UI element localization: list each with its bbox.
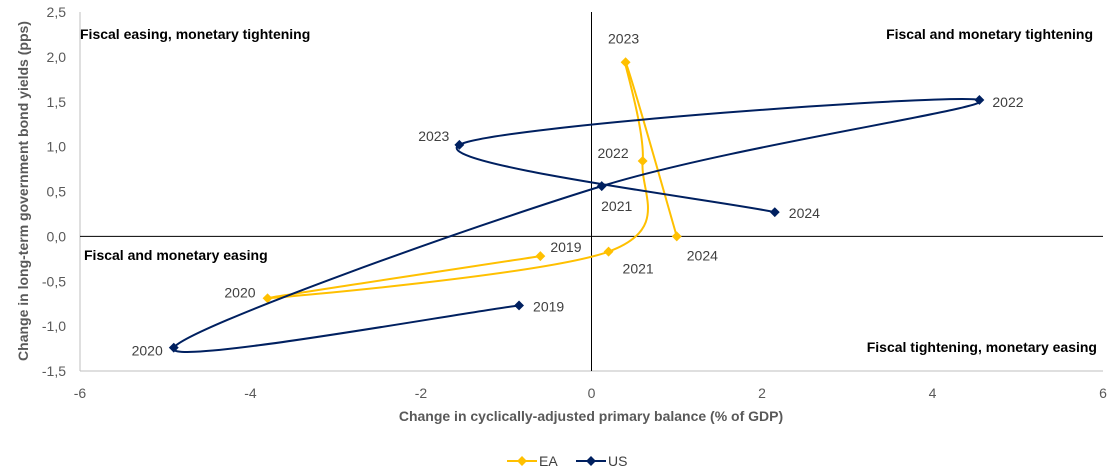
y-tick-label: 2,5 [47, 4, 67, 20]
point-marker-ea-2021 [603, 246, 614, 257]
point-label-ea-2024: 2024 [687, 247, 718, 263]
series-line-us [172, 98, 982, 353]
x-tick-labels: -6 -4 -2 0 2 4 6 [74, 385, 1107, 401]
legend-swatch-marker-ea [517, 456, 527, 466]
legend-label-ea: EA [539, 453, 558, 469]
point-marker-ea-2022 [637, 156, 648, 166]
x-tick-label: 6 [1099, 385, 1107, 401]
y-tick-label: -0,5 [42, 273, 66, 289]
point-label-us-2023: 2023 [418, 128, 449, 144]
series-layer: 2019 2020 2021 2022 2023 2024 2019 2020 2021 2022… [132, 30, 1024, 358]
quadrant-label-bottom-left: Fiscal and monetary easing [84, 247, 268, 263]
point-label-ea-2022: 2022 [597, 145, 628, 161]
point-label-ea-2020: 2020 [224, 284, 255, 300]
x-tick-label: -4 [244, 385, 257, 401]
legend-label-us: US [608, 453, 627, 469]
y-tick-label: -1,5 [42, 363, 66, 379]
point-label-us-2022: 2022 [992, 94, 1023, 110]
point-marker-ea-2019 [535, 251, 546, 262]
x-tick-label: -6 [74, 385, 87, 401]
point-label-us-2019: 2019 [533, 298, 564, 314]
point-label-ea-2021: 2021 [623, 261, 654, 277]
axes [79, 12, 1103, 372]
series-line-ea [266, 59, 678, 300]
point-label-ea-2019: 2019 [550, 239, 581, 255]
legend: EA US [507, 453, 627, 469]
point-marker-ea-2024 [671, 231, 682, 242]
y-tick-label: 2,0 [47, 49, 67, 65]
point-marker-us-2024 [769, 207, 780, 218]
y-tick-label: 1,5 [47, 94, 67, 110]
point-label-ea-2023: 2023 [608, 30, 639, 46]
point-label-us-2021: 2021 [601, 198, 632, 214]
x-axis-title: Change in cyclically-adjusted primary ba… [399, 408, 783, 424]
legend-item-ea: EA [507, 453, 558, 469]
quadrant-label-bottom-right: Fiscal tightening, monetary easing [867, 339, 1097, 355]
quadrant-label-top-left: Fiscal easing, monetary tightening [80, 26, 310, 42]
y-tick-label: 0,5 [47, 184, 67, 200]
point-marker-us-2023 [454, 139, 465, 150]
series-us: 2019 2020 2021 2022 2023 2024 [132, 94, 1024, 359]
x-tick-label: 4 [929, 385, 937, 401]
point-marker-us-2022 [974, 95, 985, 105]
x-tick-label: 2 [758, 385, 766, 401]
point-label-us-2024: 2024 [789, 205, 820, 221]
series-ea: 2019 2020 2021 2022 2023 2024 [224, 30, 718, 304]
point-marker-ea-2020 [262, 293, 273, 304]
point-marker-ea-2023 [620, 57, 631, 68]
y-axis-title: Change in long-term government bond yiel… [15, 21, 31, 361]
point-marker-us-2020 [168, 342, 179, 353]
x-tick-label: -2 [415, 385, 428, 401]
point-marker-us-2021 [596, 181, 607, 192]
y-tick-label: 1,0 [47, 139, 67, 155]
point-marker-us-2019 [514, 300, 524, 311]
y-tick-label: -1,0 [42, 318, 66, 334]
y-tick-labels: 2,5 2,0 1,5 1,0 0,5 0,0 -0,5 -1,0 -1,5 [42, 4, 66, 379]
point-label-us-2020: 2020 [132, 343, 163, 359]
y-tick-label: 0,0 [47, 228, 67, 244]
x-tick-label: 0 [588, 385, 596, 401]
quadrant-label-top-right: Fiscal and monetary tightening [886, 26, 1093, 42]
legend-swatch-marker-us [586, 456, 596, 466]
legend-item-us: US [576, 453, 627, 469]
